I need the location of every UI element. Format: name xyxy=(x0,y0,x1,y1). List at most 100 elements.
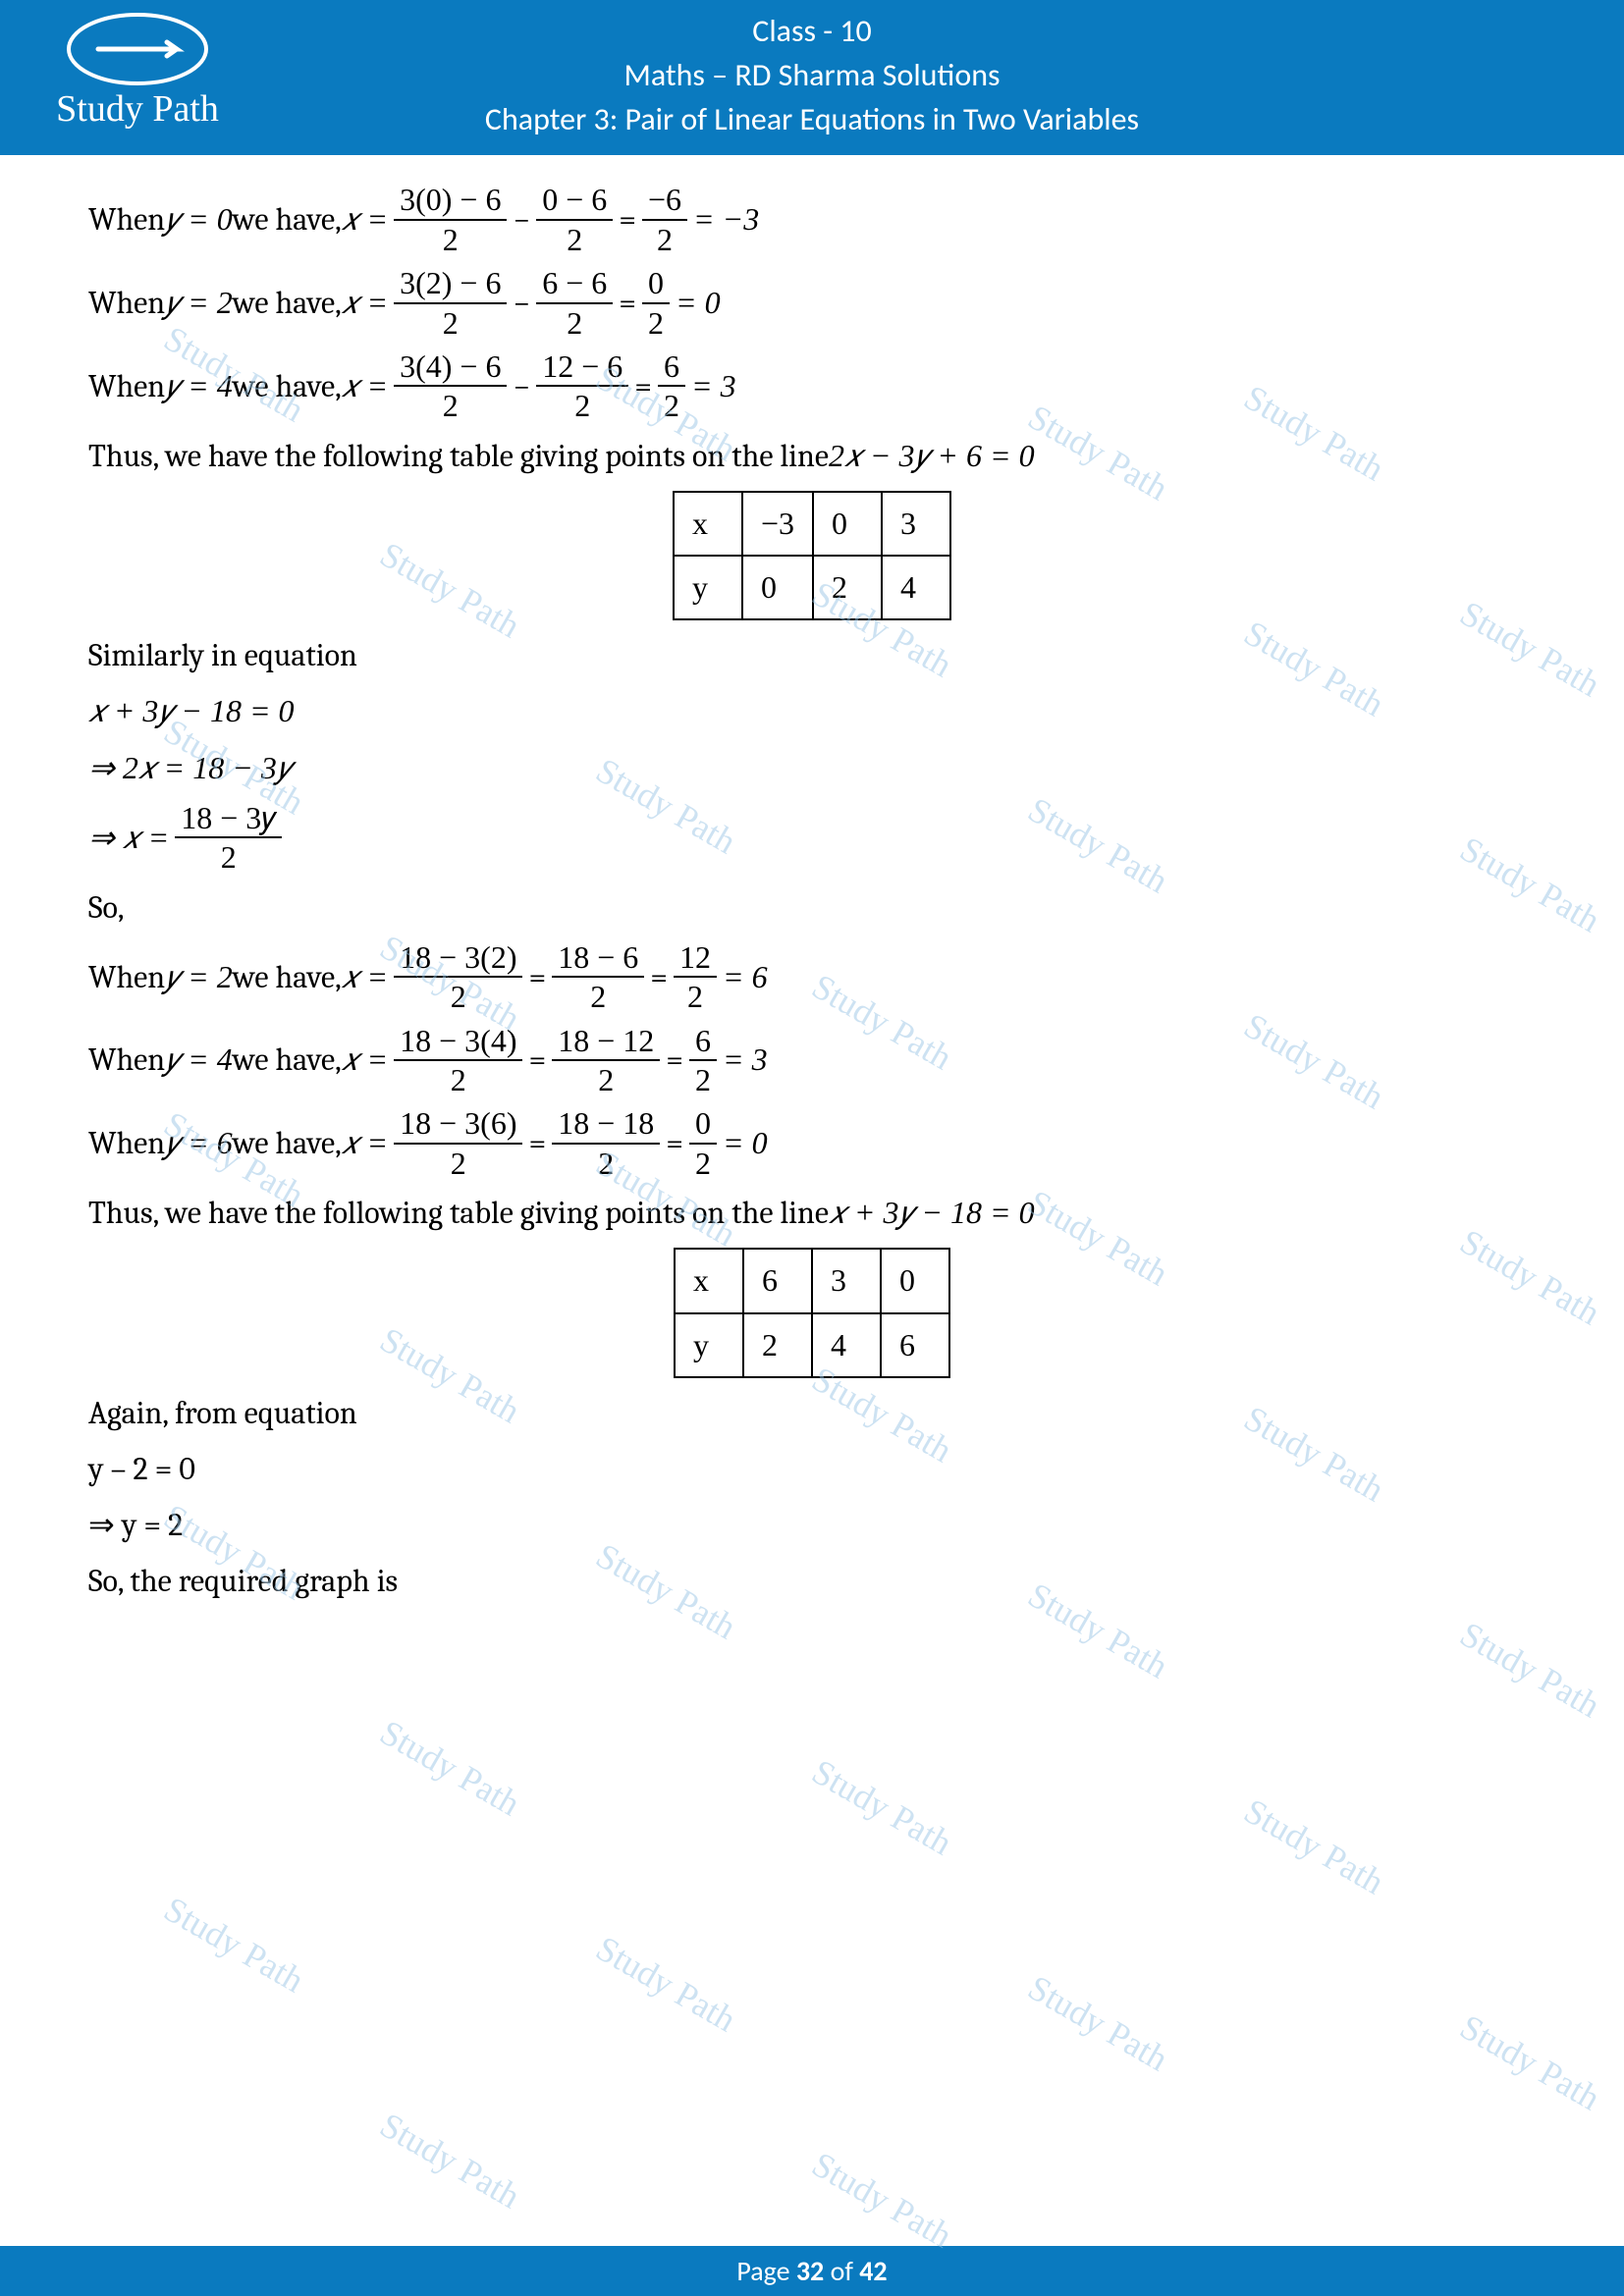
footer-current: 32 xyxy=(796,2254,824,2288)
fraction: 12 − 62 xyxy=(536,347,628,425)
text: When xyxy=(88,1118,165,1168)
graph-text: So, the required graph is xyxy=(88,1556,1536,1606)
cond: 𝑦 = 6 xyxy=(165,1118,233,1168)
fraction: 0 − 62 xyxy=(536,181,613,258)
op: − xyxy=(513,361,530,411)
eq: 2𝑥 − 3𝑦 + 6 = 0 xyxy=(829,431,1035,481)
cell: 2 xyxy=(743,1313,812,1377)
calc-line-4: When 𝑦 = 2 we have, 𝑥 = 18 − 3(2)2 = 18 … xyxy=(88,938,1536,1016)
table1-intro: Thus, we have the following table giving… xyxy=(88,431,1536,481)
text: we have, xyxy=(233,1035,342,1085)
op: = xyxy=(666,1118,683,1168)
class-label: Class - 10 xyxy=(0,10,1624,54)
calc-line-3: When 𝑦 = 4 we have, 𝑥 = 3(4) − 62 − 12 −… xyxy=(88,347,1536,425)
watermark: Study Path xyxy=(373,1712,527,1825)
eq-line: ⇒ 𝑥 = 18 − 3𝑦2 xyxy=(88,799,1536,877)
cond: 𝑦 = 2 xyxy=(165,278,233,328)
op: = xyxy=(634,361,652,411)
eq-line: y – 2 = 0 xyxy=(88,1444,1536,1494)
result: = 0 xyxy=(723,1118,768,1168)
text: When xyxy=(88,1035,165,1085)
subject-label: Maths – RD Sharma Solutions xyxy=(0,54,1624,98)
cell: 6 xyxy=(881,1313,949,1377)
cell: x xyxy=(674,492,742,556)
fraction: 18 − 182 xyxy=(552,1104,660,1182)
result: = 6 xyxy=(723,952,768,1002)
logo-text: Study Path xyxy=(56,88,219,130)
eq-line: ⇒ 2𝑥 = 18 − 3𝑦 xyxy=(88,743,1536,793)
fraction: 02 xyxy=(642,264,670,342)
cell: y xyxy=(674,556,742,619)
watermark: Study Path xyxy=(805,1751,959,1864)
footer-pre: Page xyxy=(736,2254,795,2288)
table-row: y 2 4 6 xyxy=(675,1313,949,1377)
cell: 4 xyxy=(882,556,950,619)
fraction: 3(0) − 62 xyxy=(394,181,507,258)
op: = xyxy=(528,1035,546,1085)
fraction: 18 − 122 xyxy=(552,1022,660,1099)
table-row: x −3 0 3 xyxy=(674,492,950,556)
fraction: 3(4) − 62 xyxy=(394,347,507,425)
calc-line-2: When 𝑦 = 2 we have, 𝑥 = 3(2) − 62 − 6 − … xyxy=(88,264,1536,342)
cell: 3 xyxy=(812,1249,881,1312)
cell: 2 xyxy=(813,556,882,619)
cond: 𝑦 = 4 xyxy=(165,1035,233,1085)
text: When xyxy=(88,194,165,244)
watermark: Study Path xyxy=(589,1928,743,2041)
fraction: 02 xyxy=(689,1104,717,1182)
var: 𝑥 = xyxy=(342,1035,388,1085)
cell: −3 xyxy=(742,492,813,556)
watermark: Study Path xyxy=(373,2105,527,2217)
page-content: When 𝑦 = 0 we have, 𝑥 = 3(0) − 62 − 0 − … xyxy=(0,155,1624,1606)
page-header: Study Path Class - 10 Maths – RD Sharma … xyxy=(0,0,1624,155)
watermark: Study Path xyxy=(1237,1790,1391,1903)
op: = xyxy=(528,952,546,1002)
fraction: 18 − 3(2)2 xyxy=(394,938,522,1016)
watermark: Study Path xyxy=(157,1889,311,2002)
fraction: 62 xyxy=(689,1022,717,1099)
calc-line-6: When 𝑦 = 6 we have, 𝑥 = 18 − 3(6)2 = 18 … xyxy=(88,1104,1536,1182)
cell: 0 xyxy=(742,556,813,619)
cell: y xyxy=(675,1313,743,1377)
eq-line: ⇒ y = 2 xyxy=(88,1500,1536,1550)
op: = xyxy=(528,1118,546,1168)
cell: 6 xyxy=(743,1249,812,1312)
text: Thus, we have the following table giving… xyxy=(88,431,829,481)
calc-line-1: When 𝑦 = 0 we have, 𝑥 = 3(0) − 62 − 0 − … xyxy=(88,181,1536,258)
text: we have, xyxy=(233,952,342,1002)
text: Thus, we have the following table giving… xyxy=(88,1188,829,1238)
text: we have, xyxy=(233,361,342,411)
text: we have, xyxy=(233,1118,342,1168)
cell: x xyxy=(675,1249,743,1312)
so-text: So, xyxy=(88,882,1536,933)
op: = xyxy=(650,952,668,1002)
result: = 3 xyxy=(723,1035,768,1085)
op: − xyxy=(513,278,530,328)
result: = −3 xyxy=(693,194,759,244)
fraction: 3(2) − 62 xyxy=(394,264,507,342)
watermark: Study Path xyxy=(1021,1967,1175,2080)
table-row: x 6 3 0 xyxy=(675,1249,949,1312)
result: = 0 xyxy=(676,278,721,328)
op: = xyxy=(619,278,636,328)
var: 𝑥 = xyxy=(342,194,388,244)
var: 𝑥 = xyxy=(342,1118,388,1168)
prefix: ⇒ 𝑥 = xyxy=(88,813,169,863)
watermark: Study Path xyxy=(805,2144,959,2257)
fraction: 6 − 62 xyxy=(536,264,613,342)
fraction: −62 xyxy=(642,181,687,258)
var: 𝑥 = xyxy=(342,278,388,328)
points-table-2: x 6 3 0 y 2 4 6 xyxy=(674,1248,950,1377)
fraction: 18 − 3𝑦2 xyxy=(175,799,282,877)
fraction: 122 xyxy=(674,938,717,1016)
text: we have, xyxy=(233,278,342,328)
eq: 𝑥 + 3𝑦 − 18 = 0 xyxy=(829,1188,1035,1238)
studypath-logo: Study Path xyxy=(39,8,236,135)
footer-mid: of xyxy=(824,2254,859,2288)
text: When xyxy=(88,278,165,328)
fraction: 62 xyxy=(658,347,685,425)
page-footer: Page 32 of 42 xyxy=(0,2246,1624,2296)
cond: 𝑦 = 2 xyxy=(165,952,233,1002)
cell: 0 xyxy=(881,1249,949,1312)
cell: 4 xyxy=(812,1313,881,1377)
